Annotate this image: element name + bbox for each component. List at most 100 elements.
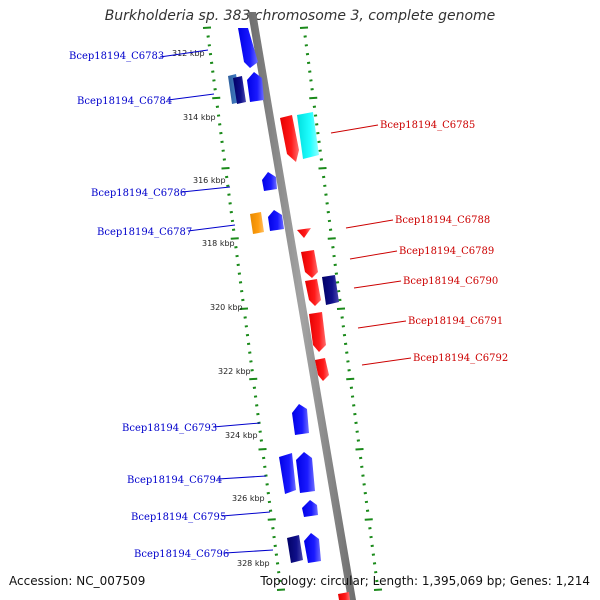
left-rail-tick bbox=[271, 527, 275, 530]
gene-feature-c6796a[interactable] bbox=[287, 535, 303, 563]
left-rail-tick bbox=[238, 281, 243, 284]
tick-rails bbox=[202, 26, 383, 591]
left-rail-tick bbox=[209, 61, 214, 65]
left-rail-tick bbox=[261, 456, 266, 460]
right-rail-tick bbox=[318, 167, 327, 170]
left-rail-tick bbox=[221, 167, 230, 170]
right-rail-tick bbox=[308, 70, 312, 73]
left-rail-tick bbox=[235, 254, 239, 258]
gene-feature-c6796b[interactable] bbox=[304, 533, 321, 563]
right-rail-tick bbox=[324, 193, 328, 196]
gene-label-c6792[interactable]: Bcep18194_C6792 bbox=[413, 353, 508, 364]
right-rail-tick bbox=[368, 527, 372, 530]
gene-label-c6786[interactable]: Bcep18194_C6786 bbox=[91, 188, 186, 199]
gene-features bbox=[228, 28, 350, 600]
gene-label-c6795[interactable]: Bcep18194_C6795 bbox=[131, 512, 226, 523]
position-ticks: 312 kbp 314 kbp 316 kbp 318 kbp 320 kbp … bbox=[172, 49, 270, 568]
gene-feature-c6794a[interactable] bbox=[279, 453, 296, 494]
gene-feature-c6787b[interactable] bbox=[268, 210, 284, 231]
gene-feature-c6785a[interactable] bbox=[280, 115, 299, 162]
right-rail-tick bbox=[305, 52, 310, 56]
left-rail-tick bbox=[211, 70, 215, 73]
gene-feature-c6791[interactable] bbox=[309, 312, 326, 352]
gene-label-c6785[interactable]: Bcep18194_C6785 bbox=[380, 120, 475, 131]
right-rail-tick bbox=[372, 562, 377, 565]
right-rail-tick bbox=[338, 298, 342, 302]
gene-feature-c6790a[interactable] bbox=[305, 279, 321, 306]
right-rail-tick bbox=[304, 44, 308, 47]
right-rail-tick bbox=[309, 79, 313, 82]
left-rail-tick bbox=[258, 448, 267, 451]
left-rail-tick bbox=[248, 351, 252, 354]
right-rail-tick bbox=[323, 184, 327, 188]
right-rail-tick bbox=[345, 351, 349, 354]
left-rail-tick bbox=[228, 202, 232, 205]
left-rail-tick bbox=[227, 193, 231, 196]
left-rail-tick bbox=[244, 325, 248, 328]
gene-label-c6784[interactable]: Bcep18194_C6784 bbox=[77, 96, 172, 107]
left-rail-tick bbox=[243, 316, 247, 319]
gene-label-c6793[interactable]: Bcep18194_C6793 bbox=[122, 423, 217, 434]
left-rail-tick bbox=[239, 307, 249, 310]
tick-label-314: 314 kbp bbox=[183, 113, 216, 122]
reverse-gene-labels bbox=[330, 124, 412, 366]
tick-label-318: 318 kbp bbox=[202, 239, 235, 248]
gene-label-c6790[interactable]: Bcep18194_C6790 bbox=[403, 276, 498, 287]
gene-label-c6791[interactable]: Bcep18194_C6791 bbox=[408, 316, 503, 327]
right-rail-tick bbox=[332, 254, 336, 258]
gene-feature-c6786[interactable] bbox=[262, 172, 277, 191]
left-rail-tick bbox=[222, 158, 227, 161]
gene-feature-c6783[interactable] bbox=[238, 28, 258, 68]
tick-label-320: 320 kbp bbox=[210, 303, 243, 312]
gene-feature-bottom[interactable] bbox=[338, 592, 350, 600]
gene-label-c6783[interactable]: Bcep18194_C6783 bbox=[69, 51, 164, 62]
right-rail-tick bbox=[309, 96, 318, 100]
gene-label-c6796[interactable]: Bcep18194_C6796 bbox=[134, 549, 229, 560]
right-rail-tick bbox=[370, 544, 374, 548]
right-rail-tick bbox=[371, 553, 376, 556]
right-rail-tick bbox=[361, 474, 365, 477]
gene-feature-c6788[interactable] bbox=[297, 228, 311, 238]
gene-feature-c6794b[interactable] bbox=[296, 452, 315, 493]
left-rail-tick bbox=[212, 79, 216, 82]
left-rail-tick bbox=[249, 377, 258, 381]
left-rail-tick bbox=[208, 52, 213, 56]
map-title: Burkholderia sp. 383 chromosome 3, compl… bbox=[104, 8, 496, 24]
left-rail-tick bbox=[234, 246, 238, 249]
gene-label-c6789[interactable]: Bcep18194_C6789 bbox=[399, 246, 494, 257]
right-rail-tick bbox=[335, 281, 340, 284]
right-rail-tick bbox=[342, 333, 347, 337]
left-rail-tick bbox=[212, 96, 221, 100]
right-rail-tick bbox=[374, 570, 378, 574]
left-rail-tick bbox=[221, 149, 225, 152]
tick-label-316: 316 kbp bbox=[193, 176, 226, 185]
gene-feature-c6784c[interactable] bbox=[247, 72, 264, 102]
right-rail-tick bbox=[328, 228, 333, 231]
right-rail-tick bbox=[349, 386, 354, 390]
tick-label-328: 328 kbp bbox=[237, 559, 270, 568]
gene-feature-c6795[interactable] bbox=[302, 500, 318, 517]
gene-feature-c6792[interactable] bbox=[315, 358, 329, 381]
gene-feature-c6789[interactable] bbox=[301, 250, 318, 278]
gene-label-c6794[interactable]: Bcep18194_C6794 bbox=[127, 475, 222, 486]
right-rail-tick bbox=[334, 272, 339, 275]
gene-feature-c6787a[interactable] bbox=[250, 212, 264, 234]
left-rail-tick bbox=[237, 272, 242, 275]
right-rail-tick bbox=[315, 123, 319, 126]
left-rail-tick bbox=[263, 465, 267, 469]
left-rail-tick bbox=[216, 114, 221, 117]
right-rail-tick bbox=[355, 448, 364, 451]
accession-text: Accession: NC_007509 bbox=[9, 574, 146, 588]
right-rail-tick bbox=[360, 465, 364, 469]
gene-feature-c6790b[interactable] bbox=[322, 275, 339, 305]
gene-label-c6787[interactable]: Bcep18194_C6787 bbox=[97, 227, 192, 238]
right-rail-tick bbox=[325, 202, 329, 205]
gene-label-c6788[interactable]: Bcep18194_C6788 bbox=[395, 215, 490, 226]
left-rail-tick bbox=[230, 237, 239, 240]
right-rail-tick bbox=[333, 263, 337, 267]
left-rail-tick bbox=[276, 588, 286, 591]
gene-feature-c6785b[interactable] bbox=[297, 112, 319, 159]
gene-feature-c6793[interactable] bbox=[292, 404, 309, 435]
right-rail-tick bbox=[343, 342, 348, 346]
gene-feature-c6784b[interactable] bbox=[233, 76, 246, 104]
